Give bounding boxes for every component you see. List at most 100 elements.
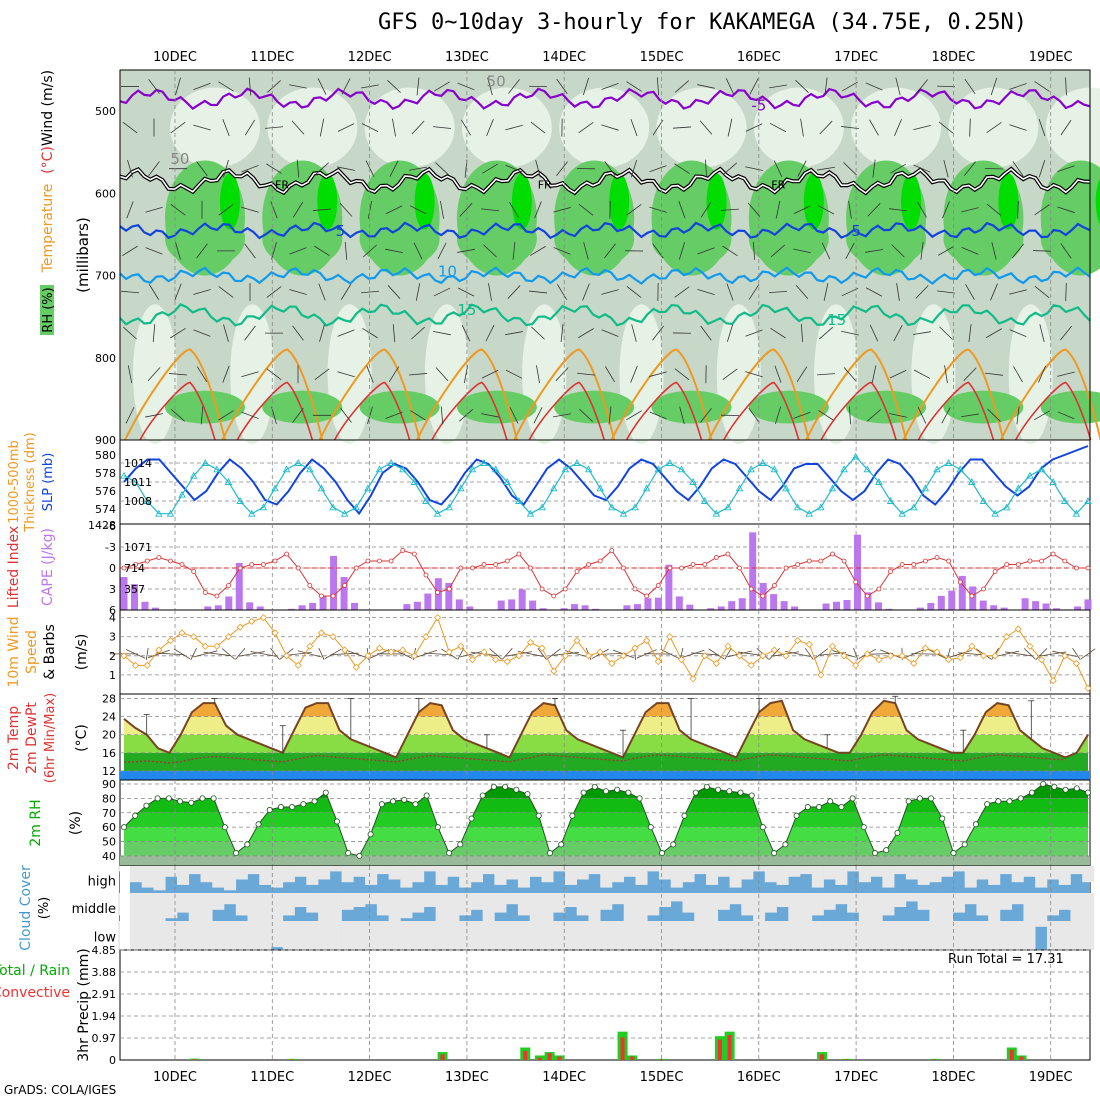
wind-barb [656,77,660,96]
wind-barb [841,330,859,336]
rh-point [580,789,587,796]
cloud-clear-cell [470,866,483,883]
cloud-clear-cell [435,866,448,885]
slp-point [398,465,407,473]
wind-barb [337,371,355,378]
wind-barb [843,162,857,176]
rh-moist-region [943,390,1024,424]
rh-band [124,841,1088,856]
cloud-clear-cell [647,921,660,950]
wind-barb [553,413,571,418]
wind-label: Wind (m/s) [40,70,56,146]
precip-convective-bar [557,1056,562,1060]
cape-bar [874,602,882,610]
slp-point [131,478,140,485]
slp-point [317,484,326,492]
cloud-clear-cell [564,866,578,885]
temperature-label: Temperature [40,184,56,274]
wind-unit-label: (m/s) [74,634,90,671]
slp-point [491,465,500,473]
wind-speed-point [1026,642,1034,650]
bottom-date-label: 15DEC [640,1070,684,1085]
slp-point [805,509,814,517]
cape-bar [141,601,149,610]
li-point [888,569,893,574]
wind-barb [271,242,277,260]
rh-point [614,786,621,793]
rh-tick: 80 [102,792,116,805]
rh-point [367,831,374,838]
wind-barb [1065,77,1067,96]
wind-barb [223,159,229,178]
wind-barb-10m [1080,648,1096,660]
rh-point [513,786,520,793]
cloud-level-label: high [88,875,116,890]
rh-point [961,841,968,848]
wind-barb [264,126,284,129]
cloud-clear-cell [988,866,1001,885]
cloud-clear-cell [717,866,730,877]
wind-barb [913,331,931,335]
wind-tick: 3 [109,631,116,644]
cloud-clear-cell [200,921,213,950]
li-point [713,555,719,560]
rh-point [266,806,273,813]
cloud-clear-cell [811,866,824,888]
rh-point [390,798,397,805]
cape-bar [497,600,505,610]
wind-barb [872,159,876,178]
cloud-clear-cell [224,893,237,905]
slp-point [875,478,883,485]
rh-point [703,783,710,790]
cloud-clear-cell [482,866,495,875]
wind-speed-point [434,614,442,622]
contour-label: 5 [851,222,861,240]
cloud-clear-cell [188,866,201,875]
wind-speed-point [828,642,837,650]
wind-barb [123,326,137,340]
cape-bar [665,564,673,610]
wind-speed-point [399,646,407,654]
cloud-clear-cell [153,921,166,950]
wind-speed-point [1084,684,1092,692]
rh-point [804,804,811,811]
slp-point [375,465,384,473]
wind-barbs-label: & Barbs [42,624,58,680]
li-point [365,558,371,564]
wind-barb [913,369,931,379]
wind-barb [697,84,715,89]
cloud-clear-cell [294,893,307,907]
wind-barb [986,203,1002,216]
wind-barb [312,208,332,211]
slp-point [457,484,465,492]
rh-moist-region [359,390,440,424]
wind-speed-point [317,629,326,637]
cloud-clear-cell [647,893,660,916]
wind-barb-10m [235,648,246,660]
cloud-clear-cell [811,893,824,916]
cloud-clear-cell [482,921,495,950]
cloud-clear-cell [670,866,683,888]
slp-point [991,509,999,517]
cloud-clear-cell [235,921,248,950]
cloud-clear-cell [811,921,824,950]
cloud-clear-cell [1011,866,1024,883]
precip-run-total: Run Total = 17.31 [948,952,1064,967]
contour-20 [902,348,1005,441]
wind-barb [486,119,494,137]
wind-barb-10m [193,650,218,658]
li-point [1085,565,1091,571]
wind-speed-point [468,656,476,664]
slp-point [654,465,663,473]
slp-point [608,503,616,511]
li-point [679,565,684,571]
wind-barb [318,283,326,301]
cloud-clear-cell [952,893,965,913]
rh-saturated-region [1095,178,1100,225]
li-point [702,562,708,567]
cloud-clear-cell [1058,921,1071,950]
wind-barb [626,410,642,421]
li-point [562,586,568,592]
cloud-clear-cell [353,921,366,950]
